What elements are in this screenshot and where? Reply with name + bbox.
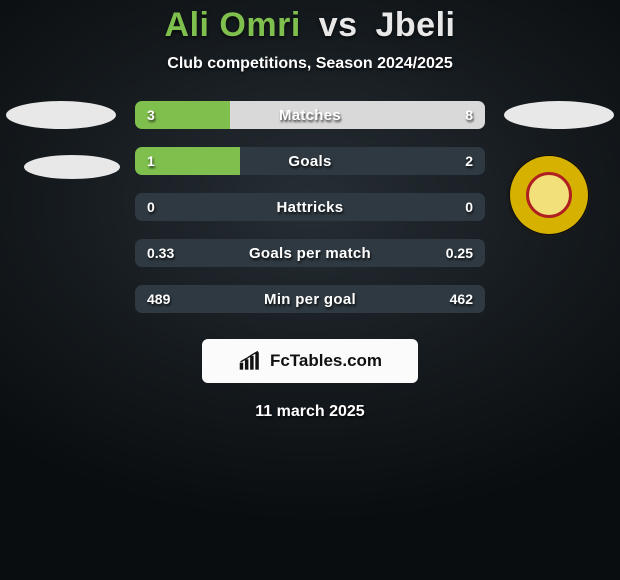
stat-label: Hattricks	[135, 193, 485, 221]
stat-bar: 12Goals	[135, 147, 485, 175]
stat-bar: 489462Min per goal	[135, 285, 485, 313]
stat-label: Goals per match	[135, 239, 485, 267]
stat-bar: 38Matches	[135, 101, 485, 129]
comparison-arena: 38Matches 12Goals 00Hattricks 0.330.25Goals…	[0, 101, 620, 313]
logo-text: FcTables.com	[270, 351, 382, 371]
stat-bar: 0.330.25Goals per match	[135, 239, 485, 267]
player2-club-crest	[507, 153, 591, 237]
crest-inner	[526, 172, 572, 218]
title-vs: vs	[319, 6, 358, 44]
fctables-logo: FcTables.com	[202, 339, 418, 383]
title-player2: Jbeli	[376, 6, 456, 44]
stat-bar: 00Hattricks	[135, 193, 485, 221]
player1-placeholder-badge-2	[24, 155, 120, 179]
page-title: Ali Omri vs Jbeli	[0, 6, 620, 45]
stat-label: Min per goal	[135, 285, 485, 313]
stat-bars: 38Matches 12Goals 00Hattricks 0.330.25Goals…	[135, 101, 485, 313]
crest-ring	[510, 156, 588, 234]
subtitle: Club competitions, Season 2024/2025	[0, 55, 620, 73]
logo-bars-icon	[238, 350, 264, 372]
title-player1: Ali Omri	[165, 6, 301, 44]
snapshot-date: 11 march 2025	[0, 403, 620, 421]
player2-placeholder-badge	[504, 101, 614, 129]
content-root: Ali Omri vs Jbeli Club competitions, Sea…	[0, 0, 620, 580]
stat-label: Matches	[135, 101, 485, 129]
stat-label: Goals	[135, 147, 485, 175]
player1-placeholder-badge	[6, 101, 116, 129]
